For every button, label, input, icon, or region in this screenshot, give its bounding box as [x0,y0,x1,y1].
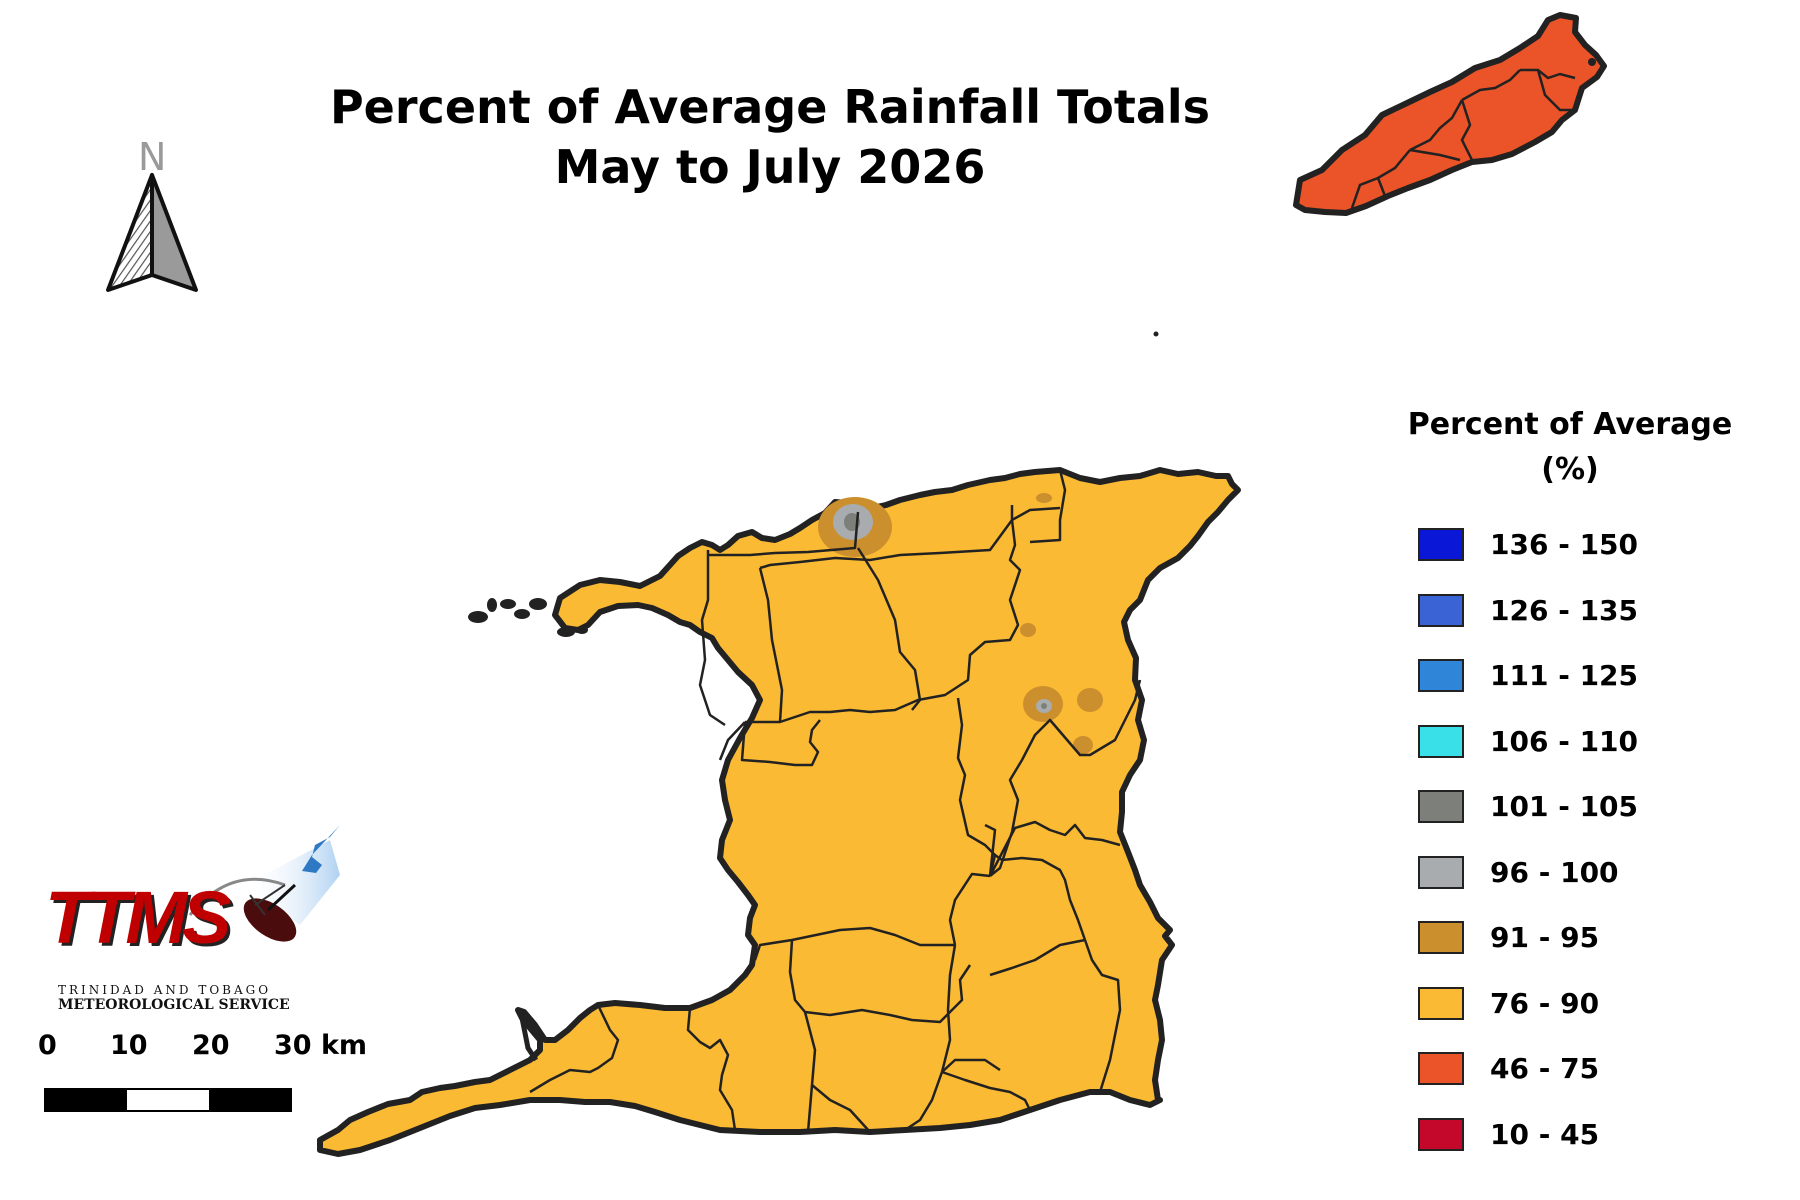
legend-item: 111 - 125 [1418,659,1638,725]
north-arrow-icon [106,173,198,292]
legend-item: 106 - 110 [1418,724,1639,791]
legend-item: 91 - 95 [1418,921,1638,987]
legend-title: Percent of Average (%) [1390,402,1750,492]
legend-label: 111 - 125 [1490,659,1639,692]
region-boundaries [529,469,1142,1133]
ttms-logo: TTMS TRINIDAD AND TOBAGO METEOROLOGICAL … [40,815,370,1015]
legend-title-line-2: (%) [1541,452,1599,487]
logo-acronym: TTMS [45,876,231,959]
north-label: N [138,135,167,179]
legend-item: 76 - 90 [1418,986,1638,1053]
legend-item: 96 - 100 [1418,855,1638,922]
legend-label: 106 - 110 [1490,724,1639,758]
legend-items: 136 - 150 126 - 135 111 - 125 106 - 110 101 … [1418,528,1638,1183]
scale-bar-graphic [44,1088,292,1112]
scale-label-0: 0 [38,1030,57,1061]
legend-swatch [1418,528,1464,561]
legend-label: 96 - 100 [1490,855,1619,889]
scale-bar: 0 10 20 30 km [30,1030,370,1120]
satellite-dish-icon [188,825,340,942]
legend-item: 101 - 105 [1418,790,1638,856]
legend-item: 136 - 150 [1418,528,1638,594]
legend-swatch [1418,724,1464,758]
legend-label: 46 - 75 [1490,1052,1600,1085]
title-line-1: Percent of Average Rainfall Totals [329,80,1211,134]
logo-line-1: TRINIDAD AND TOBAGO [58,983,272,997]
legend-swatch [1418,1117,1464,1151]
legend-swatch [1418,659,1464,692]
legend-label: 136 - 150 [1490,528,1639,561]
legend-swatch [1418,790,1464,823]
scale-label-10: 10 [110,1030,148,1061]
logo-line-2: METEOROLOGICAL SERVICE [58,997,290,1013]
scale-label-20: 20 [192,1030,230,1061]
legend-item: 10 - 45 [1418,1117,1638,1184]
legend-swatch [1418,1052,1464,1085]
legend-swatch [1418,921,1464,954]
tobago-outline [1293,12,1607,216]
legend-item: 126 - 135 [1418,593,1639,660]
legend-label: 101 - 105 [1490,790,1639,823]
legend-label: 91 - 95 [1490,921,1600,954]
legend-swatch [1418,593,1464,627]
legend-title-line-1: Percent of Average [1407,407,1733,442]
title-line-2: May to July 2026 [554,139,986,194]
north-arrow: N [100,135,210,305]
legend-swatch [1418,986,1464,1020]
legend-label: 10 - 45 [1490,1117,1600,1151]
legend-label: 126 - 135 [1490,593,1639,627]
legend-swatch [1418,855,1464,889]
map-title: Percent of Average Rainfall Totals May t… [300,78,1240,198]
legend: Percent of Average (%) 136 - 150 126 - 13… [1390,402,1790,1151]
scale-label-30: 30 km [274,1030,368,1061]
tobago-island [1153,12,1607,337]
legend-item: 46 - 75 [1418,1052,1638,1118]
trinidad-island [317,467,1241,1157]
legend-label: 76 - 90 [1490,986,1600,1020]
